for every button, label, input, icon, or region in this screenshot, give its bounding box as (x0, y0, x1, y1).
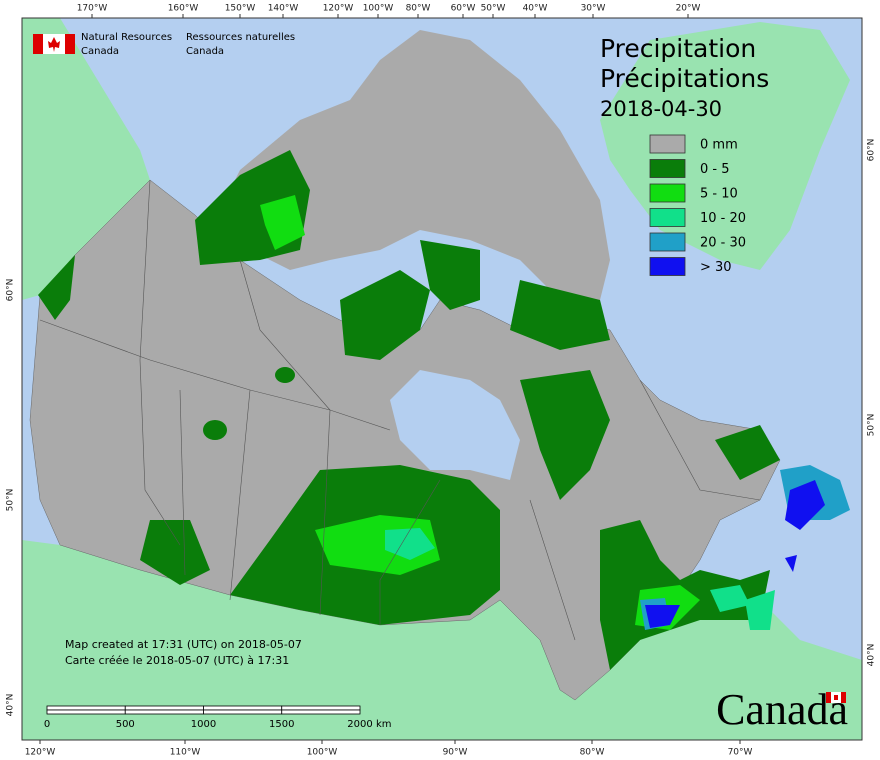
precip-over-30 (645, 480, 825, 628)
note: Map created at 17:31 (UTC) on 2018-05-07 (65, 638, 302, 651)
scale-label: 2000 (347, 719, 372, 730)
scale-segment (281, 705, 361, 711)
graticule-label: 80°W (580, 748, 605, 758)
graticule-label: 40°N (867, 644, 877, 667)
graticule-label: 90°W (443, 748, 468, 758)
legend-swatch (649, 232, 686, 252)
hudson-bay (390, 370, 520, 480)
graticule-label: 100°W (307, 748, 338, 758)
graticule-label: 110°W (170, 748, 201, 758)
graticule-label: 30°W (581, 4, 606, 14)
scale-bar: 0 500 1000 1500 2000 km (44, 705, 392, 730)
graticule-label: 70°W (728, 748, 753, 758)
wordmark-flag (841, 692, 846, 703)
graticule-label: 40°N (6, 694, 16, 717)
graticule-label: 170°W (77, 4, 108, 14)
map: Natural Resources Canada Ressources natu… (22, 18, 862, 740)
graticule-label: 60°W (451, 4, 476, 14)
org-fr: Canada (186, 46, 224, 57)
title-en: Precipitation (600, 34, 756, 63)
precip-10-20 (385, 528, 775, 630)
legend: 0 mm 0 - 5 5 - 10 10 - 20 20 - 30 > 30 (649, 134, 746, 276)
flag-leaf (48, 37, 60, 52)
arctic-islands (220, 30, 610, 300)
legend-label: 0 - 5 (700, 162, 730, 177)
graticule-label: 50°N (867, 414, 877, 437)
scale-label: 500 (116, 719, 135, 730)
legend-swatch (649, 208, 686, 227)
note: Carte créée le 2018-05-07 (UTC) à 17:31 (65, 654, 289, 667)
graticule-label: 100°W (363, 4, 394, 14)
graticule-label: 150°W (225, 4, 256, 14)
legend-label: 0 mm (700, 138, 738, 153)
legend-swatch (649, 257, 686, 276)
legend-swatch (649, 183, 686, 203)
graticule-label: 50°N (6, 489, 16, 512)
scale-segment (46, 709, 126, 715)
graticule-label: 50°W (481, 4, 506, 14)
boundaries (39, 179, 761, 641)
graticule-label: 60°N (6, 279, 16, 302)
scale-label: 0 (44, 719, 50, 730)
graticule-label: 120°W (25, 748, 56, 758)
scale-unit: km (376, 719, 392, 730)
org-en: Natural Resources (81, 32, 172, 43)
greenland (600, 22, 850, 270)
graticule-label: 60°N (867, 139, 877, 162)
scale-segment (281, 709, 361, 715)
graticule-label: 80°W (406, 4, 431, 14)
legend-label: 10 - 20 (700, 211, 746, 226)
scale-label: 1500 (269, 719, 294, 730)
flag-bar (65, 34, 75, 54)
date: 2018-04-30 (600, 97, 722, 121)
graticule-label: 160°W (168, 4, 199, 14)
flag-bar (33, 34, 43, 54)
wordmark-flag (834, 695, 838, 700)
alaska (22, 18, 150, 300)
precip-0-5 (38, 150, 780, 670)
scale-segment (46, 705, 126, 711)
scale-segment (124, 705, 204, 711)
wordmark-flag (826, 692, 831, 703)
legend-label: 5 - 10 (700, 187, 738, 202)
graticule-label: 20°W (676, 4, 701, 14)
scale-segment (203, 705, 283, 711)
graticule-label: 120°W (323, 4, 354, 14)
frame (21, 17, 863, 741)
scale-label: 1000 (191, 719, 216, 730)
scale-segment (124, 709, 204, 715)
title-fr: Précipitations (600, 64, 769, 93)
graticule-label: 140°W (268, 4, 299, 14)
legend-swatch (649, 159, 686, 178)
usa (22, 540, 862, 740)
legend-swatch (649, 134, 686, 154)
graticule-label: 40°W (523, 4, 548, 14)
graticule: 170°W 160°W 150°W 140°W 120°W 100°W 80°W 60°W 50… (6, 4, 877, 758)
scale-segment (203, 709, 283, 715)
org-fr: Ressources naturelles (186, 32, 295, 43)
legend-label: 20 - 30 (700, 236, 746, 251)
org-en: Canada (81, 46, 119, 57)
legend-label: > 30 (700, 260, 732, 275)
